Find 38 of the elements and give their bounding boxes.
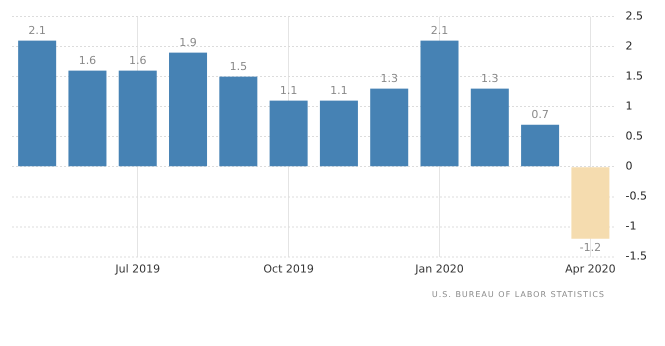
data-label: 1.6 [128,54,146,68]
y-tick-label: 2 [626,39,633,52]
bar [270,100,308,166]
text: U.S. BUREAU OF LABOR STATISTICS [432,290,605,299]
x-tick-label: Apr 2020 [565,262,616,276]
bar [521,124,560,166]
data-label: -1.2 [580,241,602,254]
data-label: 1.3 [380,72,398,86]
bar [571,167,610,239]
y-tick-label: -1.5 [626,250,648,263]
y-tick-label: 2.5 [626,9,644,22]
data-label: 1.1 [330,84,348,98]
bar [370,88,408,166]
data-label: 1.3 [481,72,499,86]
bar [320,100,358,166]
data-label: 1.9 [179,36,197,49]
y-tick-label: 1.5 [626,70,644,83]
data-label: 0.7 [531,108,549,122]
bar [118,70,157,166]
bar [68,70,106,166]
data-label: 1.6 [78,54,96,68]
x-tick-label: Oct 2019 [263,262,314,276]
bar [470,88,509,166]
y-tick-label: 0.5 [626,130,644,143]
x-tick-label: Jul 2019 [114,262,160,276]
bar [219,76,258,166]
data-label: 2.1 [28,24,46,37]
y-tick-label: -1 [626,220,637,233]
y-tick-label: 0 [626,160,633,173]
bar [169,52,208,166]
x-tick-label: Jan 2020 [414,262,464,276]
bar [18,40,56,166]
data-label: 1.1 [280,84,298,98]
y-tick-label: 1 [626,100,633,113]
bar [420,40,459,166]
data-label: 1.5 [230,60,248,74]
data-label: 2.1 [430,24,448,37]
y-tick-label: -0.5 [626,190,648,203]
